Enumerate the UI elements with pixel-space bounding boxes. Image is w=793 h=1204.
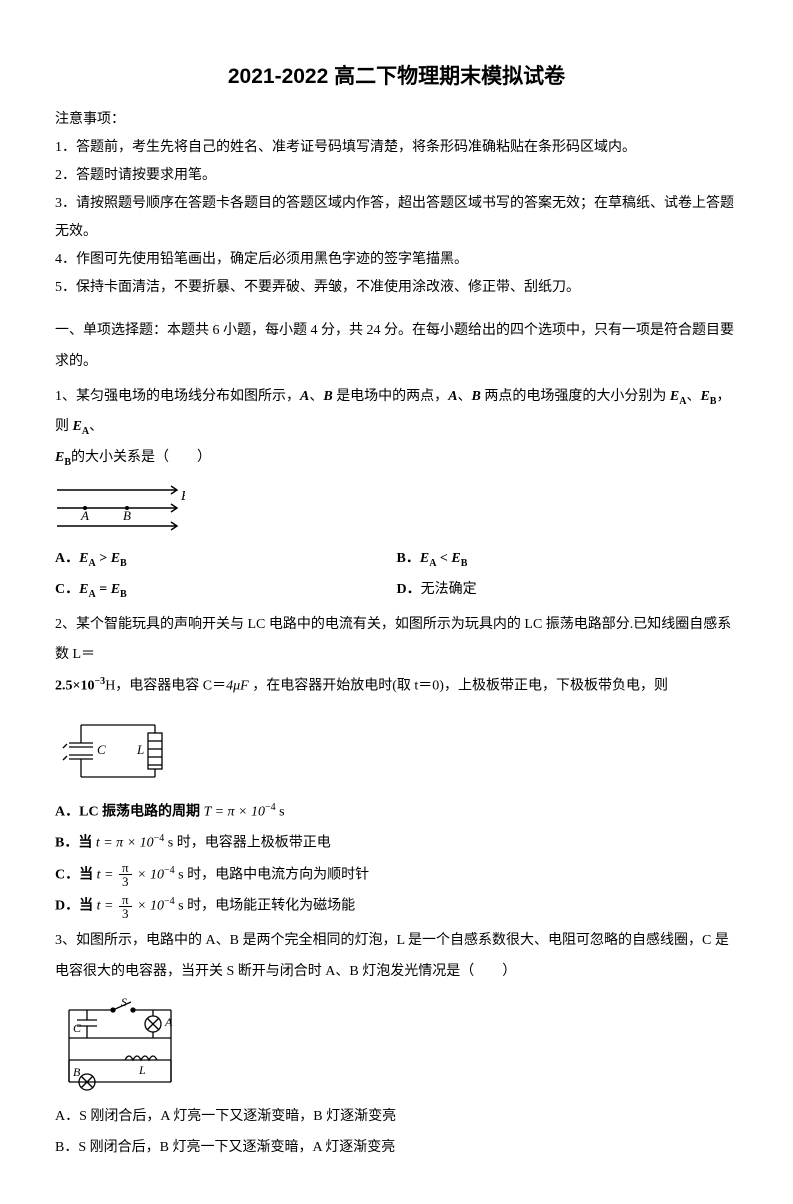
q1-opt-B: B．EA < EB: [397, 544, 739, 575]
q1-opt-A: A．EA > EB: [55, 544, 397, 575]
q2-fig-C: C: [97, 742, 106, 757]
q2-C-prefix: C．当: [55, 867, 97, 882]
q1-D-label: D．: [397, 582, 421, 597]
q1-t2: 、: [309, 389, 323, 404]
q2-D-num: π: [119, 893, 132, 907]
q1-t4: 是电场中的两点，: [333, 389, 449, 404]
q1-t3: B: [323, 389, 332, 404]
q1-A-label: A．: [55, 551, 79, 566]
q1-figure: A B E: [55, 482, 738, 538]
q3-options: A．S 刚闭合后，A 灯亮一下又逐渐变暗，B 灯逐渐变亮 B．S 刚闭合后，B …: [55, 1102, 738, 1164]
q3-opt-A: A．S 刚闭合后，A 灯亮一下又逐渐变暗，B 灯逐渐变亮: [55, 1102, 738, 1133]
field-lines-svg: A B E: [55, 482, 185, 538]
q2-l2exp: −3: [94, 676, 105, 687]
q2-D-exp: −4: [164, 896, 175, 907]
notes-header: 注意事项：: [55, 106, 738, 134]
q2-opt-B: B．当 t = π × 10−4 s 时，电容器上极板带正电: [55, 828, 738, 859]
q3-fig-L: L: [138, 1063, 146, 1077]
q2-B-tail: 时，电容器上极板带正电: [173, 836, 331, 851]
q3-stem: 3、如图所示，电路中的 A、B 是两个完全相同的灯泡，L 是一个自感系数很大、电…: [55, 926, 738, 988]
q2-C-lead: t =: [97, 867, 117, 882]
q1-t1: A: [300, 389, 309, 404]
q2-B-prefix: B．当: [55, 836, 96, 851]
q2-D-prefix: D．当: [55, 899, 97, 914]
q1-D-body: 无法确定: [421, 582, 477, 597]
q1-opt-D: D．无法确定: [397, 575, 739, 606]
q2-opt-A: A．LC 振荡电路的周期 T = π × 10−4 s: [55, 797, 738, 828]
note-3: 3．请按照题号顺序在答题卡各题目的答题区域内作答，超出答题区域书写的答案无效；在…: [55, 190, 738, 246]
note-5: 5．保持卡面清洁，不要折暴、不要弄破、弄皱，不准使用涂改液、修正带、刮纸刀。: [55, 274, 738, 302]
q2-D-times: × 10: [134, 899, 164, 914]
rlc-circuit-svg: S C A B L: [55, 996, 185, 1096]
q2-l2c: 4μF: [226, 679, 249, 694]
q1-stem: 1、某匀强电场的电场线分布如图所示，A、B 是电场中的两点，A、B 两点的电场强…: [55, 382, 738, 444]
q3-fig-S: S: [121, 996, 127, 1009]
q1-t5: A: [448, 389, 457, 404]
q2-l2a: 2.5×10: [55, 679, 94, 694]
note-4: 4．作图可先使用铅笔画出，确定后必须用黑色字迹的签字笔描黑。: [55, 246, 738, 274]
q2-A-unit: s: [276, 804, 285, 819]
q2-D-lead: t =: [97, 899, 117, 914]
q1-opt-C: C．EA = EB: [55, 575, 397, 606]
q2-C-exp: −4: [164, 865, 175, 876]
q2-opt-C: C．当 t = π3 × 10−4 s 时，电路中电流方向为顺时针: [55, 860, 738, 891]
q2-C-times: × 10: [134, 867, 164, 882]
q1-C-label: C．: [55, 582, 79, 597]
q3-fig-A: A: [164, 1015, 173, 1029]
note-2: 2．答题时请按要求用笔。: [55, 162, 738, 190]
q2-l2d: ，在电容器开始放电时(取 t＝0)，上极板带正电，下极板带负电，则: [249, 679, 668, 694]
q3-fig-C: C: [73, 1021, 82, 1035]
q1-stem-2: EB的大小关系是（ ）: [55, 443, 738, 474]
section-1-intro: 一、单项选择题：本题共 6 小题，每小题 4 分，共 24 分。在每小题给出的四…: [55, 316, 738, 378]
q1-t8: 两点的电场强度的大小分别为: [481, 389, 670, 404]
q2-C-num: π: [119, 861, 132, 875]
q2-D-tail: 时，电场能正转化为磁场能: [184, 899, 356, 914]
q1-options: A．EA > EB B．EA < EB C．EA = EB D．无法确定: [55, 544, 738, 606]
q2-fig-L: L: [136, 742, 144, 757]
note-1: 1．答题前，考生先将自己的姓名、准考证号码填写清楚，将条形码准确粘贴在条形码区域…: [55, 134, 738, 162]
q3-opt-B: B．S 刚闭合后，B 灯亮一下又逐渐变暗，A 灯逐渐变亮: [55, 1133, 738, 1164]
q3-fig-B: B: [73, 1065, 81, 1079]
q1-t14: 、: [89, 419, 103, 434]
q1-t10: 、: [686, 389, 700, 404]
q1-B-label: B．: [397, 551, 420, 566]
page-title: 2021-2022 高二下物理期末模拟试卷: [55, 60, 738, 90]
q2-A-T: T = π × 10: [204, 804, 265, 819]
q2-B-t: t = π × 10: [96, 836, 154, 851]
q2-stem-2: 2.5×10−3H，电容器电容 C＝4μF ，在电容器开始放电时(取 t＝0)，…: [55, 671, 738, 702]
q1-fig-B: B: [123, 508, 131, 523]
lc-circuit-svg: C L: [55, 711, 175, 791]
q2-B-unit: s: [164, 836, 173, 851]
q2-C-tail: 时，电路中电流方向为顺时针: [184, 867, 370, 882]
q2-figure: C L: [55, 711, 738, 791]
exam-page: 2021-2022 高二下物理期末模拟试卷 注意事项： 1．答题前，考生先将自己…: [0, 0, 793, 1204]
q3-figure: S C A B L: [55, 996, 738, 1096]
q1-fig-A: A: [80, 508, 89, 523]
q2-B-exp: −4: [154, 833, 165, 844]
q2-D-den: 3: [119, 907, 132, 920]
q1-s2: 的大小关系是（ ）: [71, 450, 211, 465]
q2-C-den: 3: [119, 875, 132, 888]
q2-A-prefix: A．LC 振荡电路的周期: [55, 804, 204, 819]
q2-A-exp: −4: [265, 802, 276, 813]
q1-t7: B: [472, 389, 481, 404]
q1-t6: 、: [458, 389, 472, 404]
q2-stem-1: 2、某个智能玩具的声响开关与 LC 电路中的电流有关，如图所示为玩具内的 LC …: [55, 610, 738, 672]
q1-fig-E: E: [180, 489, 185, 504]
q2-C-unit: s: [175, 867, 184, 882]
q1-t0: 1、某匀强电场的电场线分布如图所示，: [55, 389, 300, 404]
q2-D-unit: s: [175, 899, 184, 914]
q2-l2b: H，电容器电容 C＝: [105, 679, 226, 694]
q2-options: A．LC 振荡电路的周期 T = π × 10−4 s B．当 t = π × …: [55, 797, 738, 923]
q2-opt-D: D．当 t = π3 × 10−4 s 时，电场能正转化为磁场能: [55, 891, 738, 922]
